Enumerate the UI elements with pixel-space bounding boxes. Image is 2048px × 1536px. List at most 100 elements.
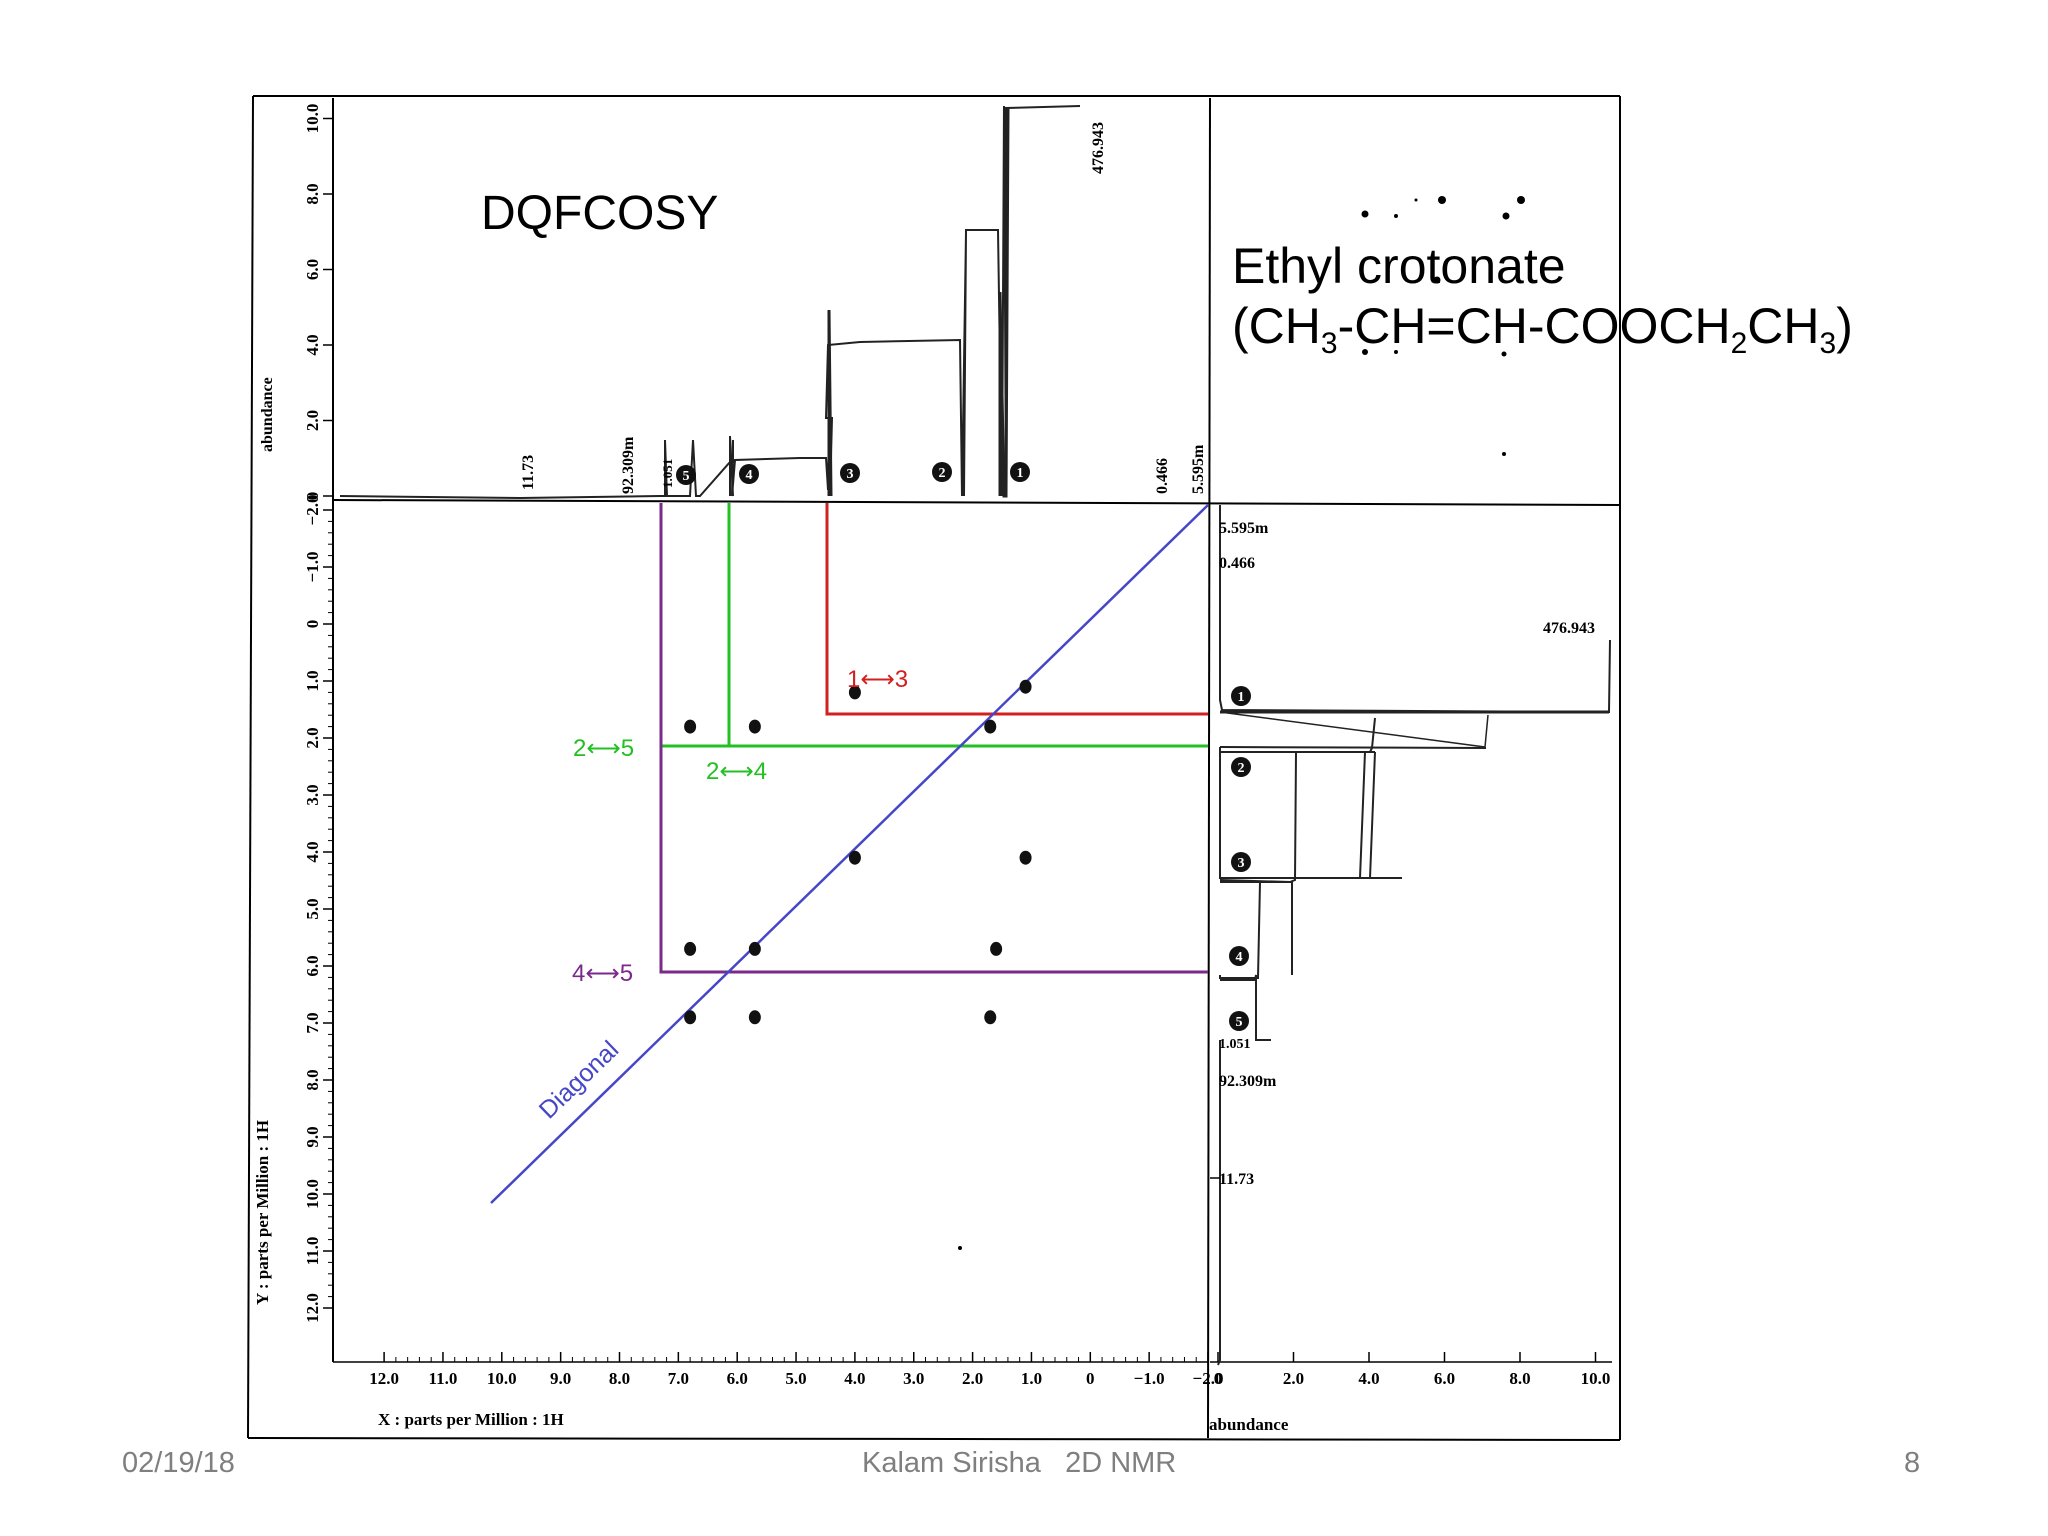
cross-peak <box>848 850 861 865</box>
top-peak-marker-1: 1 <box>1010 462 1030 482</box>
top-peak-marker-2: 2 <box>932 462 952 482</box>
correlation-label-4-5: 4⟷5 <box>572 960 633 987</box>
y-tick-label: 12.0 <box>303 1293 322 1323</box>
y-tick-label: 4.0 <box>303 841 322 862</box>
right-tick-label: 4.0 <box>1358 1369 1379 1388</box>
y-tick-label: 5.0 <box>303 898 322 919</box>
cross-peak <box>1019 679 1032 694</box>
right-peak-marker-2: 2 <box>1231 757 1251 777</box>
top-peak-number-3: 3 <box>847 467 854 482</box>
formula-part-4: ) <box>1836 298 1853 354</box>
y-tick-label: 0 <box>303 620 322 629</box>
right-peak-number-1: 1 <box>1238 690 1245 705</box>
y-axis-ticks: −2.0 −1.0 0 1.0 2.0 3.0 4.0 5.0 6.0 7.0 8.0 9.0 10.0… <box>303 495 333 1323</box>
cross-peak <box>848 685 861 700</box>
slide-title: DQFCOSY <box>481 187 719 240</box>
x-tick-label: 9.0 <box>550 1369 571 1388</box>
top-peak-marker-3: 3 <box>840 463 860 483</box>
right-tick-label: 10.0 <box>1581 1369 1611 1388</box>
formula-sub-1: 3 <box>1320 327 1338 360</box>
right-peak-number-2: 2 <box>1238 761 1245 776</box>
y-tick-label: 11.0 <box>303 1237 322 1266</box>
y-tick-label: −1.0 <box>303 552 322 583</box>
top-peak-number-1: 1 <box>1017 466 1024 481</box>
x-tick-label: 6.0 <box>727 1369 748 1388</box>
footer-date: 02/19/18 <box>122 1447 235 1479</box>
right-integral-11-73: 11.73 <box>1219 1171 1254 1188</box>
correlation-label-1-3: 1⟷3 <box>847 666 908 693</box>
right-integral-476-943: 476.943 <box>1543 620 1595 637</box>
residual-dots <box>958 196 1525 1250</box>
y-tick-label: 3.0 <box>303 784 322 805</box>
compound-formula: (CH3-CH=CH-COOCH2CH3) <box>1232 296 1853 359</box>
x-tick-label: −2.0 <box>1193 1369 1224 1388</box>
top-integral-11-73: 11.73 <box>520 455 537 490</box>
right-tick-label: 8.0 <box>1509 1369 1530 1388</box>
top-tick-label: 6.0 <box>303 259 322 280</box>
top-abundance-ticks: 0 2.0 4.0 6.0 8.0 10.0 <box>303 104 333 501</box>
top-integral-92-309m: 92.309m <box>620 436 637 494</box>
x-tick-label: 0 <box>1086 1369 1095 1388</box>
right-integral-labels: 5.595m 0.466 476.943 1.051 92.309m 11.73 <box>1210 520 1595 1188</box>
x-tick-label: 1.0 <box>1021 1369 1042 1388</box>
cross-peak <box>990 941 1003 956</box>
y-tick-label: 1.0 <box>303 670 322 691</box>
plot-frames <box>247 95 1621 1441</box>
right-projection-spectrum <box>1217 505 1611 1366</box>
cross-peak <box>684 941 697 956</box>
y-tick-label: 6.0 <box>303 955 322 976</box>
right-peak-markers: 1 2 3 4 5 <box>1229 686 1251 1031</box>
correlation-labels: 1⟷3 2⟷5 2⟷4 4⟷5 <box>572 666 908 987</box>
top-tick-label: 0 <box>303 492 322 501</box>
top-tick-label: 2.0 <box>303 410 322 431</box>
y-tick-label: 8.0 <box>303 1069 322 1090</box>
x-tick-label: 5.0 <box>785 1369 806 1388</box>
right-peak-marker-1: 1 <box>1231 686 1251 706</box>
top-tick-label: 10.0 <box>303 104 322 134</box>
diagonal-label: Diagonal <box>534 1036 624 1125</box>
top-integral-476-943: 476.943 <box>1090 122 1107 174</box>
formula-part-3: CH <box>1747 298 1820 354</box>
top-peak-number-2: 2 <box>939 466 946 481</box>
x-axis-label: X : parts per Million : 1H <box>378 1410 564 1429</box>
top-peak-markers: 5 4 3 2 1 <box>676 462 1030 485</box>
top-tick-label: 8.0 <box>303 183 322 204</box>
right-integral-5-595m: 5.595m <box>1219 520 1269 537</box>
x-tick-label: 4.0 <box>844 1369 865 1388</box>
top-integral-0-466: 0.466 <box>1154 458 1171 494</box>
right-peak-number-3: 3 <box>1238 856 1245 871</box>
y-tick-label: 9.0 <box>303 1126 322 1147</box>
x-tick-label: −1.0 <box>1134 1369 1165 1388</box>
right-tick-label: 2.0 <box>1283 1369 1304 1388</box>
top-integral-1-051: 1.051 <box>660 459 675 488</box>
cross-peak <box>684 719 697 734</box>
top-tick-label: 4.0 <box>303 334 322 355</box>
right-integral-1-051: 1.051 <box>1219 1037 1251 1052</box>
right-peak-number-4: 4 <box>1236 950 1243 965</box>
correlation-label-2-4: 2⟷4 <box>706 758 767 785</box>
right-abundance-label: abundance <box>1209 1415 1289 1434</box>
formula-part-1: (CH <box>1232 298 1321 354</box>
top-peak-number-5: 5 <box>683 469 690 484</box>
x-tick-label: 8.0 <box>609 1369 630 1388</box>
compound-name: Ethyl crotonate <box>1232 238 1566 294</box>
top-integral-5-595m: 5.595m <box>1190 444 1207 494</box>
cross-peak <box>748 719 761 734</box>
top-abundance-label: abundance <box>259 377 276 452</box>
y-tick-label: 10.0 <box>303 1179 322 1209</box>
right-abundance-ticks: 0 2.0 4.0 6.0 8.0 10.0 <box>1210 1352 1612 1388</box>
x-tick-label: 11.0 <box>429 1369 458 1388</box>
x-tick-label: 3.0 <box>903 1369 924 1388</box>
right-tick-label: 0 <box>1214 1369 1223 1388</box>
y-tick-label: 7.0 <box>303 1012 322 1033</box>
footer-center: Kalam Sirisha 2D NMR <box>862 1447 1177 1479</box>
cross-peak <box>748 1010 761 1025</box>
top-peak-marker-5: 5 <box>676 465 696 485</box>
right-tick-label: 6.0 <box>1434 1369 1455 1388</box>
cross-peak <box>984 1010 997 1025</box>
cross-peak <box>1019 850 1032 865</box>
x-axis-ticks: 12.0 11.0 10.0 9.0 8.0 7.0 6.0 5.0 4.0 3.0 2.0 1.0 0… <box>333 1352 1223 1388</box>
cross-peaks <box>684 679 1032 1025</box>
correlation-line-1-3 <box>825 503 1208 716</box>
